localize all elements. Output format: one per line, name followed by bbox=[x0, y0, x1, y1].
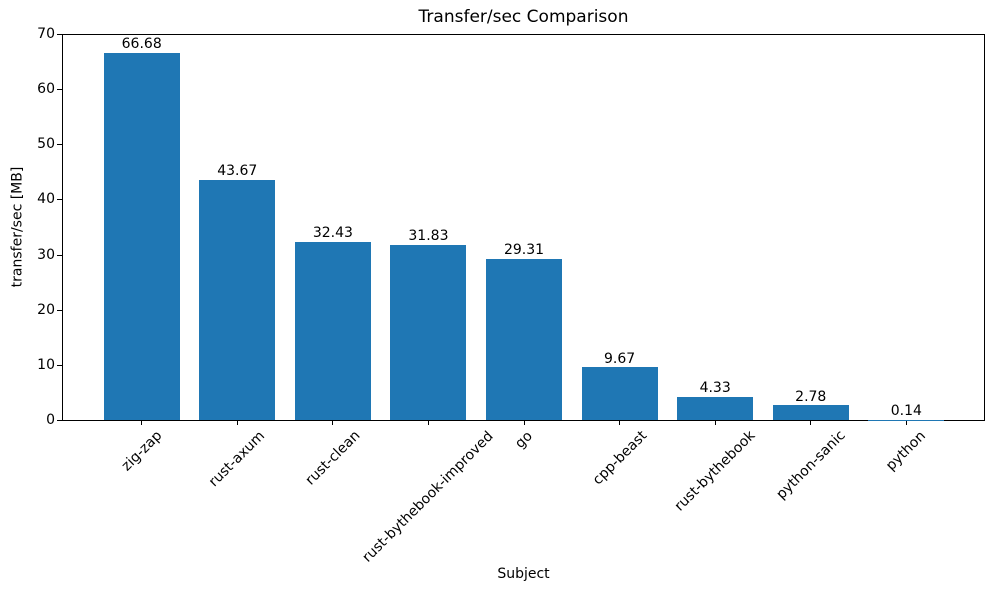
y-tick-mark bbox=[57, 364, 62, 366]
x-tick-mark bbox=[332, 421, 334, 425]
bar-rust-clean bbox=[294, 241, 371, 421]
x-tick-label: python-sanic bbox=[773, 427, 849, 504]
x-tick-label: rust-axum bbox=[206, 428, 269, 491]
x-tick-label: zig-zap bbox=[118, 427, 166, 475]
bar-value-label: 2.78 bbox=[795, 388, 827, 405]
y-tick-mark bbox=[57, 199, 62, 201]
y-tick-label: 0 bbox=[46, 412, 55, 428]
bar-go bbox=[486, 258, 563, 421]
bar-python-sanic bbox=[772, 405, 849, 421]
bar-value-label: 66.68 bbox=[121, 36, 162, 53]
y-tick-label: 60 bbox=[37, 81, 55, 98]
x-tick-mark bbox=[810, 421, 812, 425]
x-tick-mark bbox=[141, 421, 143, 425]
y-tick-label: 10 bbox=[37, 356, 55, 373]
x-tick-mark bbox=[905, 421, 907, 425]
chart-title: Transfer/sec Comparison bbox=[418, 7, 629, 27]
y-tick-mark bbox=[57, 254, 62, 256]
x-tick-mark bbox=[619, 421, 621, 425]
x-tick-label: python bbox=[883, 427, 930, 474]
bar-zig-zap bbox=[103, 52, 180, 421]
y-axis-label: transfer/sec [MB] bbox=[9, 166, 26, 288]
y-tick-mark bbox=[57, 309, 62, 311]
bar-rust-axum bbox=[199, 179, 276, 421]
y-tick-mark bbox=[57, 144, 62, 146]
bar-value-label: 4.33 bbox=[699, 380, 731, 397]
bar-value-label: 0.14 bbox=[890, 403, 922, 419]
bar-rust-bythebook-improved bbox=[390, 244, 467, 421]
y-tick-label: 30 bbox=[37, 246, 55, 263]
bar-cpp-beast bbox=[581, 367, 658, 421]
x-tick-label: rust-bythebook-improved bbox=[359, 427, 498, 566]
y-tick-label: 50 bbox=[37, 136, 55, 153]
bar-value-label: 29.31 bbox=[503, 242, 545, 259]
bar-rust-bythebook bbox=[677, 396, 754, 421]
x-tick-label: cpp-beast bbox=[589, 427, 650, 489]
bar-value-label: 43.67 bbox=[217, 163, 258, 180]
y-tick-label: 40 bbox=[37, 191, 55, 208]
y-tick-label: 70 bbox=[37, 26, 55, 42]
x-tick-mark bbox=[714, 421, 716, 425]
x-tick-label: rust-clean bbox=[302, 427, 364, 489]
x-tick-label: go bbox=[512, 427, 536, 452]
bar-python bbox=[868, 419, 945, 421]
y-tick-mark bbox=[57, 420, 62, 421]
y-tick-mark bbox=[57, 89, 62, 91]
bar-value-label: 32.43 bbox=[312, 225, 353, 242]
y-tick-label: 20 bbox=[37, 301, 55, 318]
bar-value-label: 31.83 bbox=[408, 228, 449, 245]
x-tick-mark bbox=[523, 421, 525, 425]
x-tick-mark bbox=[427, 421, 429, 425]
x-axis-label: Subject bbox=[497, 566, 550, 582]
x-tick-label: rust-bythebook bbox=[671, 428, 759, 515]
y-tick-mark bbox=[57, 34, 62, 35]
x-tick-mark bbox=[236, 421, 238, 425]
bar-value-label: 9.67 bbox=[604, 350, 636, 367]
